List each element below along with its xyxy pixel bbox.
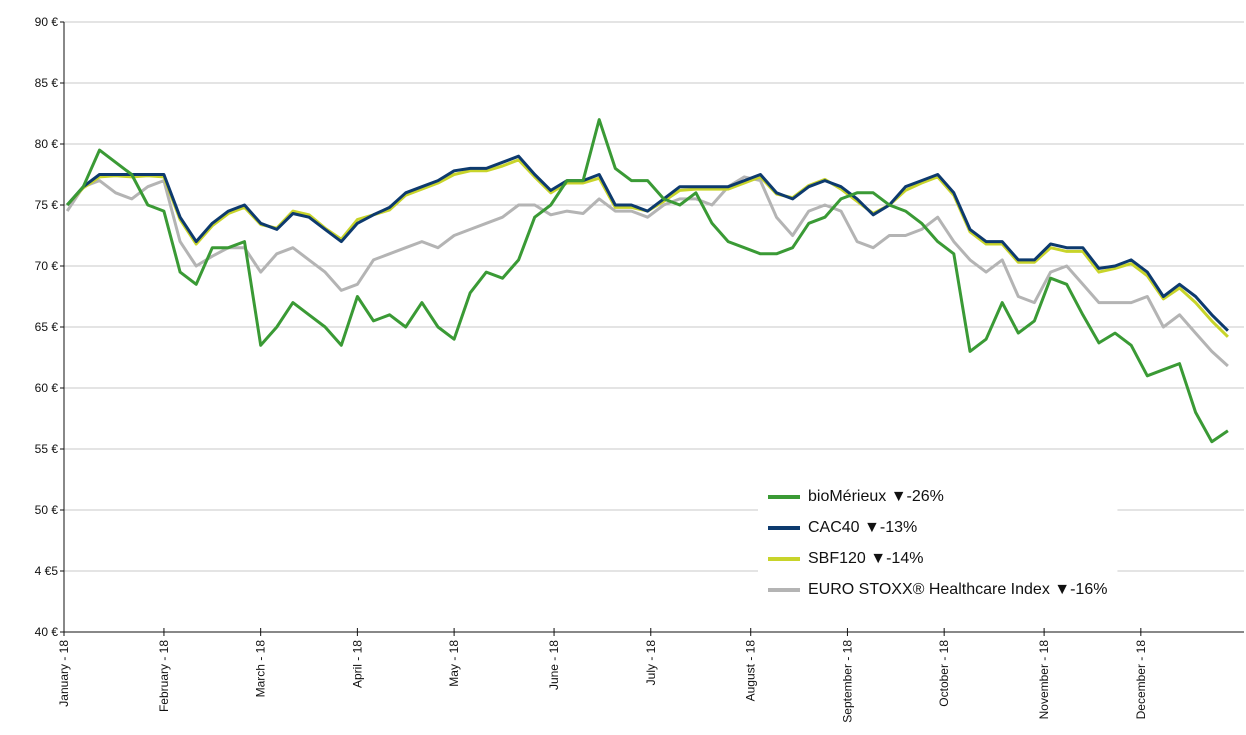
- y-tick-label: 55 €: [35, 442, 59, 456]
- x-tick-label: June - 18: [547, 640, 561, 690]
- series-line: [66, 118, 1229, 444]
- x-tick-label: February - 18: [157, 640, 171, 712]
- y-tick-label: 60 €: [35, 381, 59, 395]
- x-tick-label: September - 18: [840, 640, 854, 723]
- y-tick-label: 70 €: [35, 259, 59, 273]
- x-tick-label: August - 18: [744, 640, 758, 702]
- legend-label: CAC40 ▼-13%: [808, 519, 917, 536]
- y-tick-label: 85 €: [35, 76, 59, 90]
- y-tick-label: 50 €: [35, 503, 59, 517]
- legend-label: EURO STOXX® Healthcare Index ▼-16%: [808, 581, 1107, 598]
- x-tick-label: November - 18: [1037, 640, 1051, 720]
- legend-label: SBF120 ▼-14%: [808, 550, 923, 567]
- x-tick-label: March - 18: [254, 640, 268, 698]
- x-tick-label: May - 18: [447, 640, 461, 687]
- legend-label: bioMérieux ▼-26%: [808, 488, 944, 505]
- x-tick-label: July - 18: [644, 640, 658, 686]
- y-tick-label: 80 €: [35, 137, 59, 151]
- y-tick-label: 90 €: [35, 15, 59, 29]
- x-tick-label: April - 18: [350, 640, 364, 688]
- y-tick-label: 75 €: [35, 198, 59, 212]
- x-tick-label: January - 18: [57, 640, 71, 707]
- y-tick-label: 40 €: [35, 625, 59, 639]
- y-tick-label: 4 €5: [35, 564, 59, 578]
- x-tick-label: October - 18: [937, 640, 951, 707]
- x-tick-label: December - 18: [1134, 640, 1148, 720]
- legend-background: [758, 480, 1118, 607]
- legend: bioMérieux ▼-26% CAC40 ▼-13% SBF120 ▼-14% E…: [758, 480, 1118, 607]
- y-tick-label: 65 €: [35, 320, 59, 334]
- series-line: [66, 154, 1229, 332]
- series-line: [65, 175, 1229, 368]
